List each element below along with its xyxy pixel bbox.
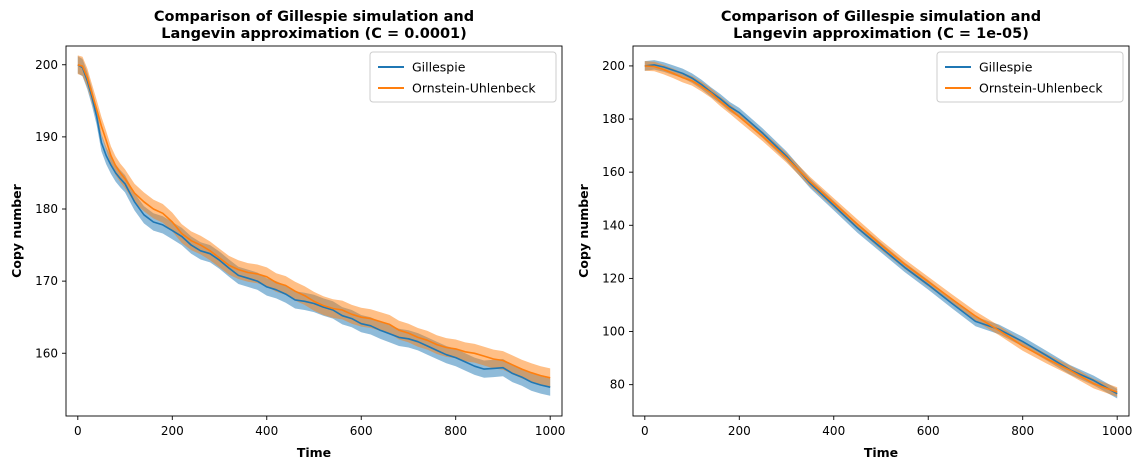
legend-label-ornstein-uhlenbeck: Ornstein-Uhlenbeck xyxy=(412,81,536,96)
y-tick-label: 100 xyxy=(602,325,625,339)
y-axis-label: Copy number xyxy=(9,183,24,277)
x-tick-label: 200 xyxy=(161,424,184,438)
confidence-band-gillespie xyxy=(644,60,1118,399)
y-tick-label: 160 xyxy=(602,165,625,179)
x-tick-label: 1000 xyxy=(1102,424,1133,438)
chart-panel-1: 0 200 400 600 800 1000 160 170 180 190 200 Comparis… xyxy=(9,9,565,460)
confidence-band-ornstein-uhlenbeck xyxy=(644,61,1118,397)
y-tick-label: 180 xyxy=(35,202,58,216)
x-tick-label: 400 xyxy=(255,424,278,438)
y-tick-label: 160 xyxy=(35,346,58,360)
chart-title: Comparison of Gillespie simulation and xyxy=(154,9,474,25)
legend-label-gillespie: Gillespie xyxy=(412,60,466,75)
y-axis-label: Copy number xyxy=(576,183,591,277)
y-tick-label: 180 xyxy=(602,112,625,126)
y-tick-label: 190 xyxy=(35,130,58,144)
legend-label-gillespie: Gillespie xyxy=(979,60,1033,75)
series-line-ornstein-uhlenbeck xyxy=(644,65,1118,393)
x-axis-label: Time xyxy=(864,445,898,460)
confidence-band-gillespie xyxy=(77,56,551,396)
y-tick-label: 80 xyxy=(610,378,625,392)
plot-frame xyxy=(65,45,563,417)
y-tick-label: 120 xyxy=(602,271,625,285)
legend: Gillespie Ornstein-Uhlenbeck xyxy=(369,51,557,103)
chart-title: Langevin approximation (C = 1e-05) xyxy=(733,26,1029,42)
y-tick-label: 200 xyxy=(602,59,625,73)
x-tick-label: 400 xyxy=(822,424,845,438)
x-tick-label: 0 xyxy=(641,424,649,438)
x-tick-label: 1000 xyxy=(535,424,566,438)
x-tick-label: 0 xyxy=(74,424,82,438)
x-tick-label: 800 xyxy=(1011,424,1034,438)
legend-label-ornstein-uhlenbeck: Ornstein-Uhlenbeck xyxy=(979,81,1103,96)
y-tick-label: 140 xyxy=(602,218,625,232)
legend: Gillespie Ornstein-Uhlenbeck xyxy=(936,51,1124,103)
chart-panel-2: 0 200 400 600 800 1000 80 100 120 140 160 180 200 Com… xyxy=(576,9,1132,460)
series-line-ornstein-uhlenbeck xyxy=(77,64,551,379)
legend-box xyxy=(936,51,1124,103)
y-tick-label: 200 xyxy=(35,58,58,72)
legend-box xyxy=(369,51,557,103)
x-tick-label: 800 xyxy=(444,424,467,438)
x-axis-label: Time xyxy=(297,445,331,460)
x-tick-label: 600 xyxy=(917,424,940,438)
series-line-gillespie xyxy=(644,64,1118,395)
plot-frame xyxy=(632,45,1130,417)
x-tick-label: 200 xyxy=(728,424,751,438)
chart-title: Comparison of Gillespie simulation and xyxy=(721,9,1041,25)
series-line-gillespie xyxy=(77,64,551,388)
x-tick-label: 600 xyxy=(350,424,373,438)
y-tick-label: 170 xyxy=(35,274,58,288)
chart-title: Langevin approximation (C = 0.0001) xyxy=(161,26,467,42)
